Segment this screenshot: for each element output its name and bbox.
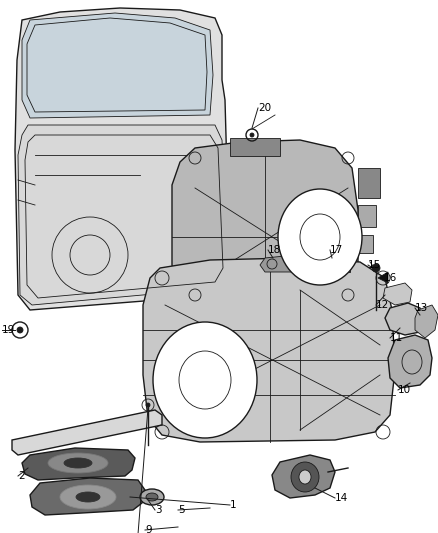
Ellipse shape <box>250 133 254 137</box>
Polygon shape <box>260 255 300 272</box>
Text: 19: 19 <box>2 325 15 335</box>
Text: 15: 15 <box>368 260 381 270</box>
Text: 13: 13 <box>415 303 428 313</box>
Ellipse shape <box>299 470 311 484</box>
Text: 11: 11 <box>390 333 403 343</box>
Text: 3: 3 <box>155 505 162 515</box>
Polygon shape <box>15 8 230 310</box>
Text: 2: 2 <box>18 471 25 481</box>
Text: 9: 9 <box>145 525 152 533</box>
Ellipse shape <box>48 453 108 473</box>
Text: 10: 10 <box>398 385 411 395</box>
Polygon shape <box>12 410 162 455</box>
Polygon shape <box>383 283 412 305</box>
Text: 1: 1 <box>230 500 237 510</box>
Polygon shape <box>378 272 388 283</box>
Polygon shape <box>388 335 432 388</box>
Ellipse shape <box>76 492 100 502</box>
Ellipse shape <box>146 493 158 501</box>
Ellipse shape <box>372 264 380 272</box>
Ellipse shape <box>291 462 319 492</box>
Polygon shape <box>385 303 423 335</box>
Ellipse shape <box>153 322 257 438</box>
Polygon shape <box>272 455 335 498</box>
Polygon shape <box>143 258 395 442</box>
Ellipse shape <box>60 485 116 509</box>
Ellipse shape <box>146 403 150 407</box>
Bar <box>358 235 373 253</box>
Text: 16: 16 <box>384 273 397 283</box>
Ellipse shape <box>64 458 92 468</box>
Polygon shape <box>30 478 145 515</box>
Polygon shape <box>22 448 135 480</box>
Text: 14: 14 <box>335 493 348 503</box>
Text: 18: 18 <box>268 245 281 255</box>
Polygon shape <box>172 140 358 312</box>
Ellipse shape <box>140 489 164 505</box>
Text: 12: 12 <box>376 300 389 310</box>
Text: 17: 17 <box>330 245 343 255</box>
Ellipse shape <box>278 189 362 285</box>
Polygon shape <box>415 305 438 338</box>
Bar <box>320 258 350 272</box>
Polygon shape <box>18 125 228 305</box>
Ellipse shape <box>17 327 23 333</box>
Polygon shape <box>22 13 213 118</box>
Text: 5: 5 <box>178 505 185 515</box>
Bar <box>230 138 280 156</box>
Bar <box>358 205 376 227</box>
Text: 20: 20 <box>258 103 271 113</box>
Bar <box>358 168 380 198</box>
